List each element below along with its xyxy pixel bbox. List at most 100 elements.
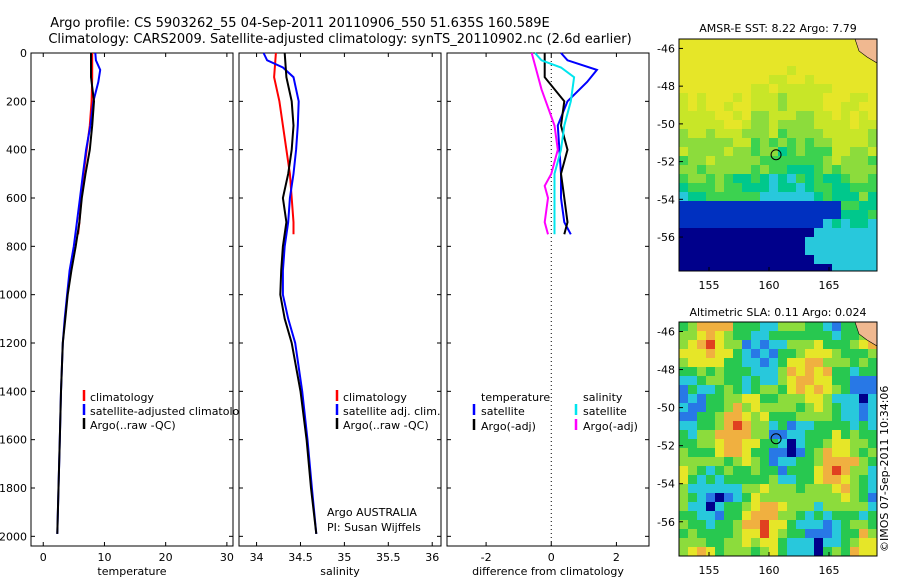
map-cell: [850, 219, 859, 228]
map-cell: [850, 264, 859, 271]
map-cell: [832, 255, 841, 264]
map-cell: [751, 385, 760, 394]
map-cell: [859, 412, 868, 421]
map-cell: [778, 192, 787, 201]
map-cell: [715, 511, 724, 520]
map-cell: [850, 120, 859, 129]
map-cell: [859, 75, 868, 84]
map-cell: [832, 529, 841, 538]
map-cell: [841, 421, 850, 430]
map-cell: [796, 48, 805, 57]
map-cell: [688, 403, 697, 412]
map-cell: [805, 57, 814, 66]
map-cell: [814, 237, 823, 246]
map-cell: [697, 48, 706, 57]
map-cell: [760, 322, 769, 331]
map-cell: [760, 457, 769, 466]
map-cell: [805, 48, 814, 57]
map-frame: [678, 321, 878, 557]
map-cell: [697, 183, 706, 192]
map-cell: [823, 349, 832, 358]
map-cell: [823, 84, 832, 93]
map-cell: [769, 331, 778, 340]
map-cell: [796, 39, 805, 48]
map-cell: [715, 48, 724, 57]
map-cell: [679, 394, 688, 403]
map-cell: [751, 529, 760, 538]
map-cell: [697, 264, 706, 271]
map-cell: [805, 475, 814, 484]
map-x-tick-label: 160: [759, 564, 780, 577]
map-cell: [697, 228, 706, 237]
map-cell: [832, 430, 841, 439]
map-cell: [760, 484, 769, 493]
map-cell: [778, 174, 787, 183]
map-cell: [679, 246, 688, 255]
map-cell: [715, 403, 724, 412]
map-cell: [760, 111, 769, 120]
map-cell: [715, 120, 724, 129]
map-cell: [679, 340, 688, 349]
x-tick-label: 20: [159, 551, 173, 564]
map-cell: [850, 84, 859, 93]
map-cell: [706, 255, 715, 264]
map-cell: [778, 484, 787, 493]
panel-frame: [30, 52, 234, 547]
map-cell: [751, 421, 760, 430]
map-cell: [724, 358, 733, 367]
map-cell: [742, 102, 751, 111]
map-cell: [805, 394, 814, 403]
map-cell: [832, 385, 841, 394]
map-cell: [706, 349, 715, 358]
map-cell: [697, 484, 706, 493]
map-cell: [724, 75, 733, 84]
map-cell: [868, 367, 877, 376]
map-cell: [868, 430, 877, 439]
map-cell: [823, 529, 832, 538]
map-cell: [751, 246, 760, 255]
map-cell: [742, 448, 751, 457]
series-line: [534, 52, 576, 235]
map-cell: [859, 84, 868, 93]
map-cell: [697, 138, 706, 147]
map-cell: [769, 394, 778, 403]
map-cell: [850, 511, 859, 520]
map-cell: [751, 358, 760, 367]
map-cell: [868, 84, 877, 93]
map-cell: [796, 511, 805, 520]
map-cell: [868, 75, 877, 84]
map-cell: [868, 520, 877, 529]
map-cell: [706, 183, 715, 192]
map-cell: [688, 138, 697, 147]
map-cell: [688, 376, 697, 385]
map-cell: [823, 511, 832, 520]
map-cell: [706, 376, 715, 385]
map-cell: [841, 84, 850, 93]
map-cell: [760, 475, 769, 484]
map-cell: [778, 48, 787, 57]
map-cell: [814, 340, 823, 349]
map-cell: [715, 376, 724, 385]
map-cell: [832, 237, 841, 246]
map-cell: [760, 448, 769, 457]
map-cell: [778, 475, 787, 484]
map-cell: [679, 376, 688, 385]
map-cell: [679, 174, 688, 183]
map-cell: [769, 219, 778, 228]
map-cell: [688, 255, 697, 264]
map-cell: [841, 129, 850, 138]
profile-location-marker: [770, 433, 782, 445]
map-cell: [733, 66, 742, 75]
map-cell: [751, 165, 760, 174]
map-cell: [778, 547, 787, 556]
map-cell: [697, 102, 706, 111]
map-cell: [733, 502, 742, 511]
map-cell: [679, 165, 688, 174]
map-cell: [796, 183, 805, 192]
map-cell: [733, 93, 742, 102]
map-cell: [832, 358, 841, 367]
map-cell: [724, 192, 733, 201]
map-cell: [742, 493, 751, 502]
map-cell: [742, 219, 751, 228]
map-cell: [850, 439, 859, 448]
